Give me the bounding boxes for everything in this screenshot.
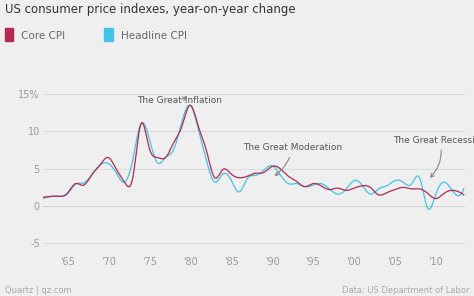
Text: Core CPI: Core CPI	[21, 31, 65, 41]
Text: The Great Inflation: The Great Inflation	[137, 96, 222, 105]
Text: US consumer price indexes, year-on-year change: US consumer price indexes, year-on-year …	[5, 3, 295, 16]
Text: The Great Moderation: The Great Moderation	[243, 143, 343, 175]
Text: Data: US Department of Labor: Data: US Department of Labor	[342, 286, 469, 295]
Text: Quartz | qz.com: Quartz | qz.com	[5, 286, 72, 295]
Text: The Great Recession: The Great Recession	[393, 136, 474, 177]
Text: Headline CPI: Headline CPI	[121, 31, 187, 41]
